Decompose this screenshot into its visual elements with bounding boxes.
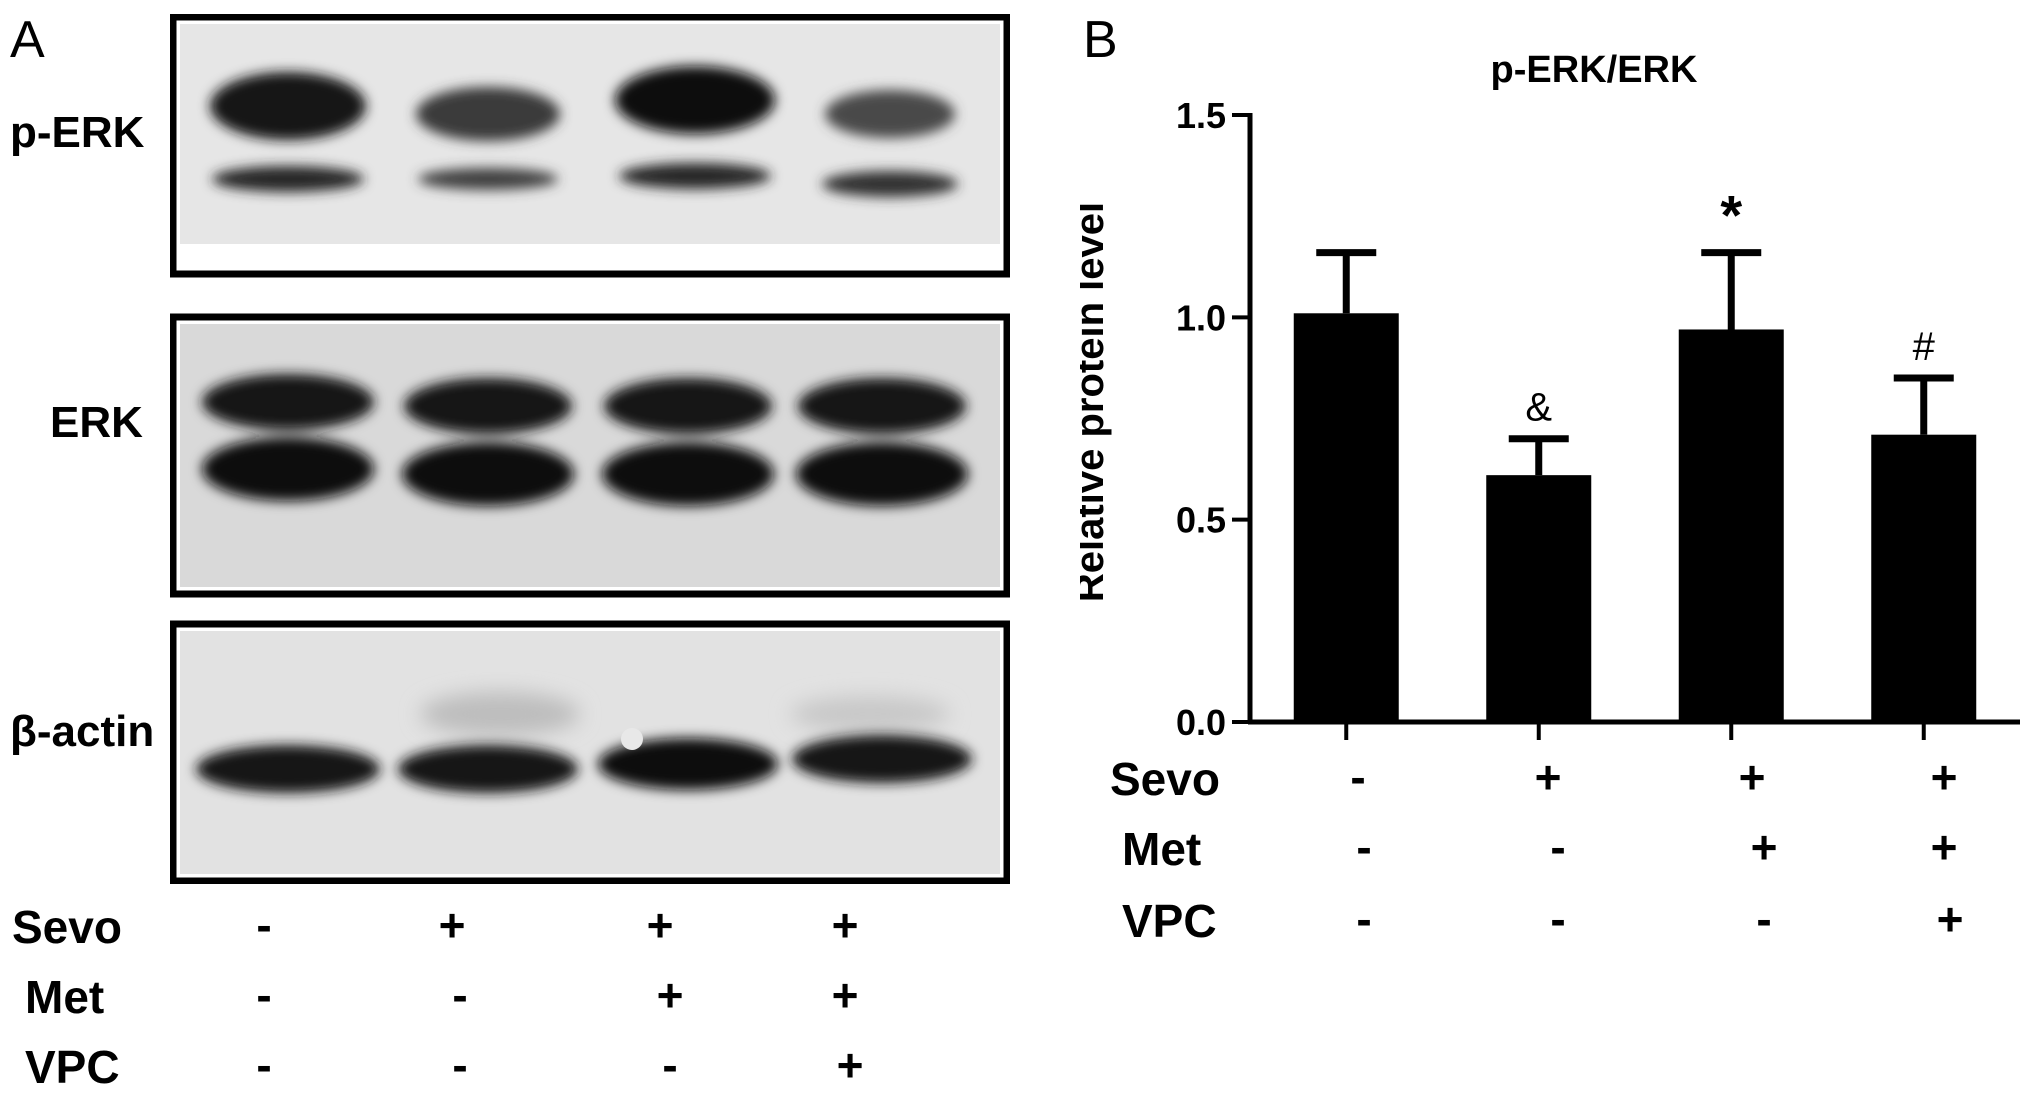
panel-b-sign: - (1356, 893, 1372, 945)
panel-b-sign: + (1936, 893, 1964, 945)
panel-a-sign: + (831, 899, 859, 951)
panel-b-sign: - (1550, 893, 1566, 945)
panel-a-cond-met: Met (25, 971, 105, 1023)
bar-chart: p-ERK/ERK Relative protein level & * # 0.0… (1080, 49, 2020, 743)
panel-a-cond-vpc: VPC (25, 1041, 120, 1093)
panel-a-sign: - (256, 899, 272, 951)
bar (1871, 434, 1977, 722)
panel-a-sign: - (662, 1039, 678, 1091)
panel-b-sign: + (1930, 751, 1958, 803)
significance-marker: # (1913, 325, 1936, 369)
panel-b-sign: + (1930, 821, 1958, 873)
panel-a-sign: + (836, 1039, 864, 1091)
blot-label-erk: ERK (50, 398, 143, 447)
panel-b-sign: - (1756, 893, 1772, 945)
panel-b-sign: - (1350, 751, 1366, 803)
erk-blot (170, 313, 1010, 598)
panel-a-cond-sevo: Sevo (12, 901, 122, 953)
panel-b-sign: - (1356, 821, 1372, 873)
panel-a-sign: + (646, 899, 674, 951)
panel-b-cond-met: Met (1122, 823, 1202, 875)
significance-marker: & (1525, 386, 1552, 430)
panel-a-sign: - (452, 969, 468, 1021)
panel-b-sign: + (1750, 821, 1778, 873)
panel-a-letter: A (10, 11, 45, 69)
panel-b-letter: B (1083, 11, 1118, 69)
blot-label-beta-actin: β-actin (10, 707, 155, 756)
panel-a-sign: + (438, 899, 466, 951)
panel-a-sign: - (256, 1039, 272, 1091)
panel-b-sign: + (1534, 751, 1562, 803)
panel-b-cond-sevo: Sevo (1110, 753, 1220, 805)
panel-b-cond-vpc: VPC (1122, 895, 1217, 947)
panel-a-sign: + (656, 969, 684, 1021)
y-tick-label: 1.0 (1176, 297, 1226, 338)
bar (1678, 329, 1784, 722)
western-blot-images (170, 14, 1010, 884)
y-tick-label: 1.5 (1176, 95, 1226, 136)
panel-a-sign: - (452, 1039, 468, 1091)
y-tick-label: 0.5 (1176, 500, 1226, 541)
y-axis-label: Relative protein level (1080, 202, 1112, 602)
bar (1293, 313, 1399, 722)
chart-title: p-ERK/ERK (1491, 49, 1698, 91)
beta-actin-blot (170, 620, 1010, 884)
y-tick-label: 0.0 (1176, 702, 1226, 743)
panel-a-sign: + (831, 969, 859, 1021)
bar (1486, 475, 1592, 722)
significance-marker: * (1720, 184, 1742, 247)
panel-b-sign: + (1738, 751, 1766, 803)
blot-label-perk: p-ERK (10, 108, 145, 157)
panel-b-sign: - (1550, 821, 1566, 873)
panel-a-sign: - (256, 969, 272, 1021)
perk-blot (170, 14, 1010, 278)
